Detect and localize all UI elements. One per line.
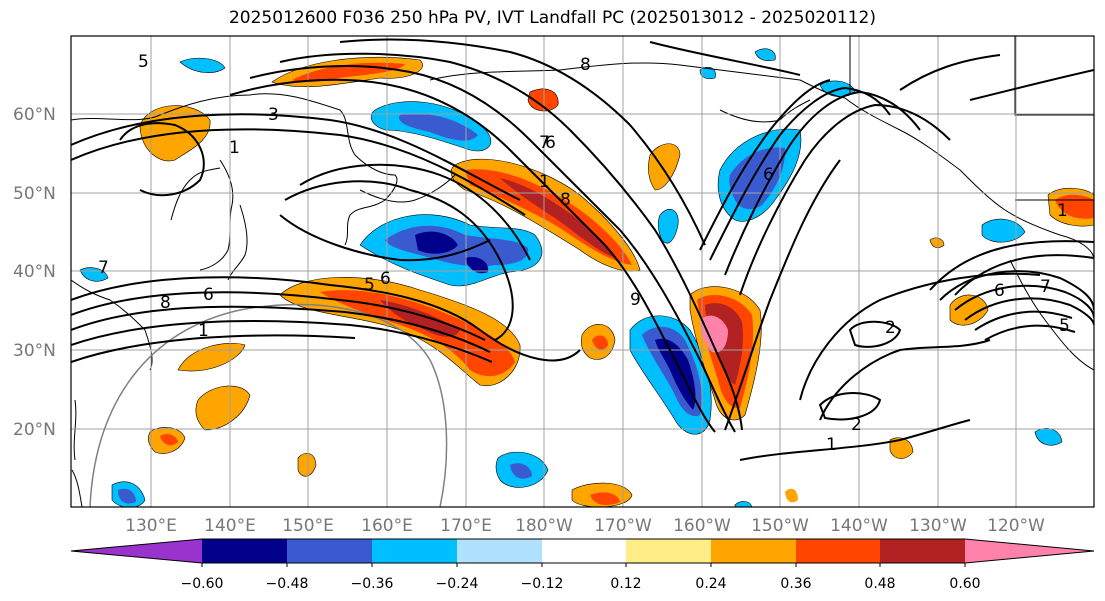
colorbar-tick-label: 0.36	[780, 576, 811, 592]
colorbar-tick-label: −0.48	[266, 576, 309, 592]
svg-text:8: 8	[580, 55, 591, 75]
svg-text:140°E: 140°E	[204, 516, 256, 536]
longitude-labels: 130°E 140°E 150°E 160°E 170°E 180°W 170°…	[125, 516, 1045, 536]
svg-text:180°W: 180°W	[515, 516, 573, 536]
svg-text:150°E: 150°E	[282, 516, 334, 536]
svg-text:3: 3	[268, 105, 279, 125]
colorbar-segment	[457, 539, 542, 563]
colorbar-tick-label: −0.24	[436, 576, 479, 592]
coastlines	[71, 36, 1094, 507]
svg-text:60°N: 60°N	[13, 105, 56, 125]
svg-text:5: 5	[138, 52, 149, 72]
colorbar: −0.60 −0.48 −0.36 −0.24 −0.12 0.12 0.24 0.36 0.4…	[70, 538, 1095, 592]
svg-text:1: 1	[826, 435, 837, 455]
map-title: 2025012600 F036 250 hPa PV, IVT Landfall…	[228, 8, 876, 28]
svg-text:130°W: 130°W	[909, 516, 967, 536]
colorbar-segment	[880, 539, 965, 563]
svg-text:7: 7	[539, 133, 550, 153]
svg-text:20°N: 20°N	[13, 420, 56, 440]
svg-text:120°W: 120°W	[987, 516, 1045, 536]
svg-text:130°E: 130°E	[125, 516, 177, 536]
map-border	[70, 35, 1095, 508]
svg-text:1: 1	[1057, 201, 1068, 221]
svg-text:140°W: 140°W	[830, 516, 888, 536]
contour-labels: 5 1 3 7 8 6 1 6 5 6 1 8 9 7 8 6 2 2 1 6 …	[98, 52, 1070, 455]
colorbar-segment	[71, 539, 202, 563]
svg-text:160°E: 160°E	[361, 516, 413, 536]
colorbar-tick-label: −0.12	[521, 576, 564, 592]
svg-text:170°W: 170°W	[594, 516, 652, 536]
ivt-contours	[71, 38, 1094, 461]
colorbar-segment	[372, 539, 457, 563]
svg-text:1: 1	[198, 321, 209, 341]
latitude-labels: 60°N 50°N 40°N 30°N 20°N	[13, 105, 56, 440]
svg-text:8: 8	[560, 190, 571, 210]
svg-text:5: 5	[364, 275, 375, 295]
colorbar-tick-label: 0.24	[695, 576, 726, 592]
colorbar-segment	[965, 539, 1094, 563]
svg-text:40°N: 40°N	[13, 262, 56, 282]
svg-text:9: 9	[630, 290, 641, 310]
svg-text:2: 2	[851, 415, 862, 435]
colorbar-segment	[796, 539, 880, 563]
svg-text:1: 1	[539, 172, 550, 192]
colorbar-segment	[542, 539, 626, 563]
colorbar-segment	[626, 539, 711, 563]
colorbar-segment	[711, 539, 796, 563]
svg-text:2: 2	[885, 318, 896, 338]
svg-text:7: 7	[1040, 277, 1051, 297]
svg-text:160°W: 160°W	[673, 516, 731, 536]
colorbar-tick-label: 0.48	[864, 576, 895, 592]
range-circle	[89, 303, 448, 507]
svg-text:50°N: 50°N	[13, 184, 56, 204]
svg-text:150°W: 150°W	[751, 516, 809, 536]
colorbar-tick-label: 0.60	[949, 576, 980, 592]
svg-text:6: 6	[994, 281, 1005, 301]
svg-text:6: 6	[545, 133, 556, 153]
colorbar-segment	[202, 539, 287, 563]
svg-text:8: 8	[160, 293, 171, 313]
colorbar-segment	[287, 539, 372, 563]
svg-text:7: 7	[98, 258, 109, 278]
svg-text:30°N: 30°N	[13, 341, 56, 361]
svg-text:6: 6	[763, 165, 774, 185]
svg-text:6: 6	[203, 285, 214, 305]
svg-text:6: 6	[380, 269, 391, 289]
colorbar-tick-label: −0.36	[351, 576, 394, 592]
svg-text:5: 5	[1059, 316, 1070, 336]
colorbar-tick-label: −0.60	[181, 576, 224, 592]
svg-text:1: 1	[229, 138, 240, 158]
svg-text:170°E: 170°E	[440, 516, 492, 536]
colorbar-tick-label: 0.12	[610, 576, 641, 592]
